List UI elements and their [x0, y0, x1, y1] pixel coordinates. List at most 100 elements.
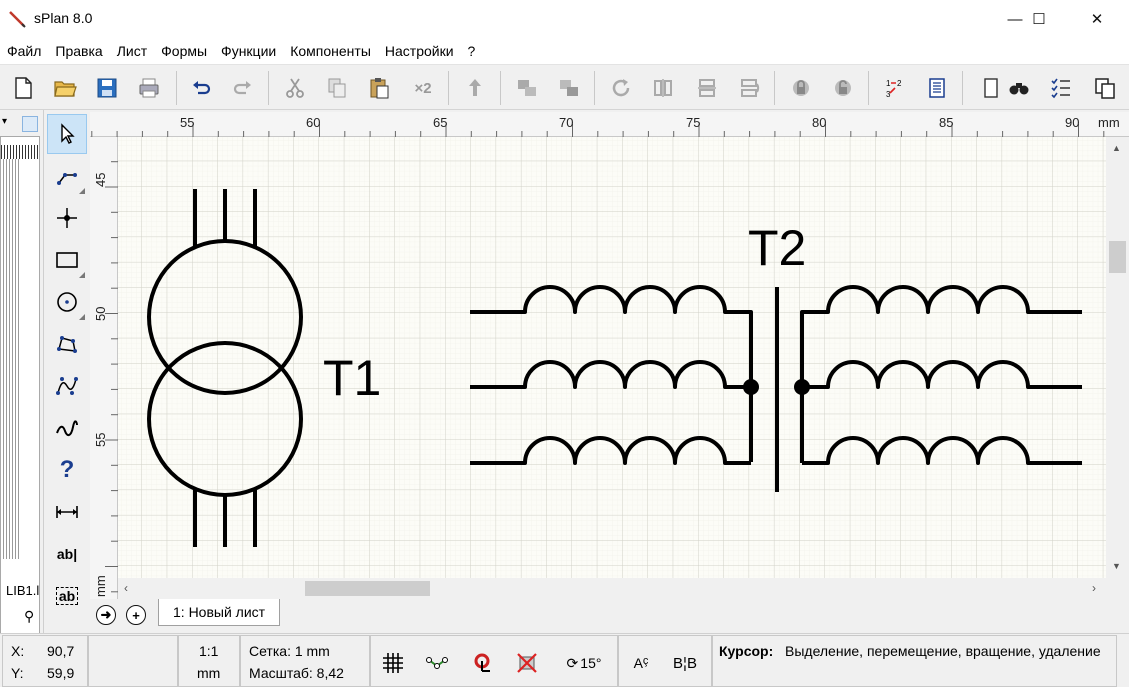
disable-snap-icon[interactable]	[513, 649, 541, 677]
grid-zoom-panel: Сетка: 1 mm Масштаб: 8,42	[240, 635, 370, 687]
ruler-left-unit-label: mm	[93, 575, 108, 597]
y-coordinate-label: Y:	[11, 665, 24, 681]
angle-snap-control[interactable]: ⟳ 15°	[559, 649, 609, 677]
page-icon[interactable]	[974, 73, 1004, 103]
add-sheet-plus-icon[interactable]: +	[126, 605, 146, 625]
textbox-tool-icon[interactable]: ab	[47, 576, 87, 616]
t1-label[interactable]: T1	[323, 350, 381, 406]
scale-ratio-value: 1:1	[199, 643, 219, 659]
cursor-hint-panel: Курсор: Выделение, перемещение, вращение…	[712, 635, 1117, 687]
toolbar-separator	[176, 71, 177, 105]
ruler-top-label: 65	[433, 115, 448, 130]
select-tool-icon[interactable]	[47, 114, 87, 154]
help-tool-icon[interactable]: ?	[59, 456, 75, 483]
checklist-icon[interactable]	[1046, 73, 1076, 103]
line-tool-icon[interactable]	[47, 156, 87, 196]
freehand-tool-icon[interactable]	[47, 408, 87, 448]
library-menu-dropdown-icon[interactable]: ▾	[2, 116, 8, 127]
grid-snap-icon[interactable]	[379, 649, 407, 677]
menu-edit[interactable]: Правка	[55, 43, 103, 59]
duplicate-label: ×2	[414, 79, 432, 97]
scroll-right-icon[interactable]: ›	[1092, 581, 1096, 595]
library-list[interactable]	[0, 136, 40, 684]
scroll-down-icon[interactable]: ▼	[1112, 561, 1121, 571]
rectangle-tool-icon[interactable]	[47, 240, 87, 280]
minimize-button[interactable]: —	[1007, 10, 1023, 28]
unlock-icon[interactable]	[828, 73, 858, 103]
undo-icon[interactable]	[186, 73, 216, 103]
text-tool-icon[interactable]: ab|	[56, 546, 78, 562]
ruler-top: 55 60 65 70 75 80 85 90 mm	[90, 112, 1129, 137]
text-mirror-icon[interactable]: B¦B	[673, 654, 697, 672]
library-entries-strip	[1, 145, 39, 159]
library-column-lines	[3, 159, 19, 559]
redo-icon[interactable]	[228, 73, 258, 103]
menu-sheet[interactable]: Лист	[116, 43, 148, 59]
ruler-left-ticks	[105, 161, 118, 593]
circle-tool-icon[interactable]	[47, 282, 87, 322]
vertical-scrollbar[interactable]: ▲ ▼	[1106, 137, 1129, 578]
copy-icon[interactable]	[322, 73, 352, 103]
menu-file[interactable]: Файл	[7, 43, 42, 59]
library-tree-icon[interactable]	[22, 116, 38, 132]
search-icon[interactable]	[1004, 73, 1034, 103]
open-folder-icon[interactable]	[50, 73, 80, 103]
close-button[interactable]: ✕	[1090, 11, 1104, 28]
rotate-mirror-icon[interactable]	[734, 73, 764, 103]
menu-help[interactable]: ?	[467, 43, 476, 59]
print-icon[interactable]	[134, 73, 164, 103]
menu-functions[interactable]: Функции	[221, 43, 277, 59]
ungroup-icon[interactable]	[554, 73, 584, 103]
dimension-tool-icon[interactable]	[47, 492, 87, 532]
y-coordinate-value: 59,9	[47, 665, 75, 681]
library-name-label: LIB1.l	[6, 583, 40, 598]
bezier-tool-icon[interactable]	[47, 366, 87, 406]
horizontal-scroll-thumb[interactable]	[305, 581, 430, 596]
menu-shapes[interactable]: Формы	[161, 43, 208, 59]
menu-components[interactable]: Компоненты	[290, 43, 371, 59]
duplicate-x2-icon[interactable]: ×2	[408, 73, 438, 103]
bring-to-front-icon[interactable]	[460, 73, 490, 103]
paste-icon[interactable]	[364, 73, 394, 103]
t2-label[interactable]: T2	[748, 220, 806, 276]
window-title: sPlan 8.0	[34, 10, 93, 26]
scroll-left-icon[interactable]: ‹	[124, 581, 128, 595]
junction-tool-icon[interactable]	[47, 198, 87, 238]
mirror-horizontal-icon[interactable]	[648, 73, 678, 103]
title-bar: sPlan 8.0 — ☐ ✕	[0, 0, 1129, 38]
text-rotate-icon[interactable]: Aç	[633, 655, 649, 671]
angle-value: 15°	[580, 655, 602, 671]
lock-icon[interactable]	[786, 73, 816, 103]
toolbar-separator	[268, 71, 269, 105]
rotate-icon[interactable]	[606, 73, 636, 103]
transformer-t1[interactable]	[147, 189, 303, 547]
tab-sheet-1[interactable]: 1: Новый лист	[158, 599, 281, 626]
ruler-left-label: 55	[93, 432, 108, 447]
cut-icon[interactable]	[280, 73, 310, 103]
new-file-icon[interactable]	[8, 73, 38, 103]
menu-settings[interactable]: Настройки	[384, 43, 454, 59]
schematic-drawing: T1 T2	[118, 137, 1106, 578]
connection-snap-icon[interactable]	[423, 649, 451, 677]
maximize-button[interactable]: ☐	[1032, 11, 1046, 28]
drawing-canvas[interactable]: T1 T2	[118, 137, 1106, 578]
parts-list-icon[interactable]	[922, 73, 952, 103]
library-search-icon[interactable]: ⚲	[24, 608, 35, 624]
ruler-top-label: 90	[1065, 115, 1080, 130]
transformer-t2[interactable]	[470, 285, 1082, 492]
vertical-scroll-thumb[interactable]	[1109, 241, 1126, 273]
mirror-vertical-icon[interactable]	[692, 73, 722, 103]
ruler-top-label: 60	[306, 115, 321, 130]
copy-window-icon[interactable]	[1090, 73, 1120, 103]
polygon-tool-icon[interactable]	[47, 324, 87, 364]
next-sheet-arrow-icon[interactable]: ➜	[96, 605, 116, 625]
group-icon[interactable]	[512, 73, 542, 103]
magnet-snap-icon[interactable]	[469, 649, 497, 677]
toolbar-separator	[500, 71, 501, 105]
save-icon[interactable]	[92, 73, 122, 103]
horizontal-scrollbar[interactable]: ‹ ›	[118, 578, 1106, 599]
scroll-up-icon[interactable]: ▲	[1112, 143, 1121, 153]
app-pen-icon	[9, 11, 26, 28]
